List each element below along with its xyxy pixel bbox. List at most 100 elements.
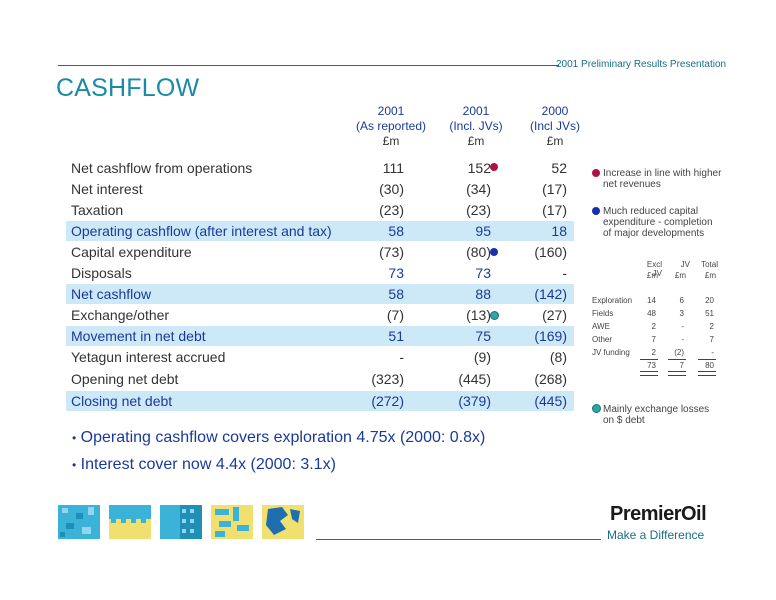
- mini-total: 7: [679, 361, 684, 370]
- decorative-tile-maze: [211, 505, 253, 539]
- value-2001-incl-jvs: (9): [473, 349, 491, 365]
- mini-unit: £m: [646, 271, 658, 280]
- value-2001-reported: (323): [371, 371, 404, 387]
- row-label: Taxation: [71, 202, 124, 218]
- bullet-marker: •: [72, 458, 77, 472]
- value-2001-incl-jvs: (23): [466, 202, 491, 218]
- value-2001-incl-jvs: 95: [475, 223, 491, 239]
- value-2000: (268): [534, 371, 567, 387]
- bullet-interest-cover: • Interest cover now 4.4x (2000: 3.1x): [72, 456, 336, 474]
- value-2001-incl-jvs: 73: [475, 265, 491, 281]
- table-row-highlighted: Movement in net debt 51 75 (169): [66, 326, 574, 346]
- value-2001-incl-jvs: (445): [458, 371, 491, 387]
- value-2000: 18: [551, 223, 567, 239]
- table-row: Taxation (23) (23) (17): [66, 200, 574, 220]
- table-row: Yetagun interest accrued - (9) (8): [66, 347, 574, 367]
- header-rule: [58, 65, 551, 66]
- mini-value: 14: [647, 296, 656, 305]
- row-label: Net cashflow: [71, 286, 152, 302]
- row-label: Net cashflow from operations: [71, 160, 253, 176]
- column-year: 2000: [541, 104, 569, 118]
- decorative-tile-map: [262, 505, 304, 539]
- decorative-tile-grid: [160, 505, 202, 539]
- mini-row-label: Other: [592, 335, 613, 344]
- column-basis: (Incl. JVs): [449, 119, 503, 133]
- decorative-tile-bars: [109, 505, 151, 539]
- mini-rule: [640, 359, 658, 360]
- red-marker-dot: [490, 163, 498, 171]
- mini-row-label: Exploration: [592, 296, 633, 305]
- value-2001-incl-jvs: (34): [466, 181, 491, 197]
- decorative-tile-pattern: [58, 505, 100, 539]
- mini-header: Excl JV: [646, 260, 662, 278]
- mini-value: 2: [651, 322, 656, 331]
- column-header-2000-incl-jvs: 2000 (Incl JVs) £m: [520, 104, 590, 149]
- row-label: Opening net debt: [71, 371, 179, 387]
- mini-value: 2: [651, 348, 656, 357]
- mini-value: (2): [674, 348, 684, 357]
- note-capex: Much reduced capital expenditure - compl…: [603, 206, 713, 239]
- row-label: Yetagun interest accrued: [71, 349, 226, 365]
- value-2000: (8): [549, 349, 567, 365]
- mini-unit: £m: [704, 271, 716, 280]
- table-row: Net interest (30) (34) (17): [66, 179, 574, 199]
- row-label: Operating cashflow (after interest and t…: [71, 223, 332, 239]
- value-2001-reported: (30): [379, 181, 404, 197]
- mini-value: 7: [651, 335, 656, 344]
- column-unit: £m: [382, 134, 400, 148]
- note-exchange: Mainly exchange losses on $ debt: [603, 404, 710, 426]
- note-revenues: Increase in line with higher net revenue…: [603, 168, 722, 190]
- value-2000: (142): [534, 286, 567, 302]
- table-row-highlighted: Operating cashflow (after interest and t…: [66, 221, 574, 241]
- column-unit: £m: [467, 134, 485, 148]
- column-basis: (As reported): [355, 119, 427, 133]
- bullet-marker: •: [72, 431, 77, 445]
- column-year: 2001: [377, 104, 405, 118]
- row-label: Capital expenditure: [71, 244, 192, 260]
- mini-value: 3: [679, 309, 684, 318]
- bullet-text: Operating cashflow covers exploration 4.…: [80, 429, 486, 446]
- value-2001-incl-jvs: 75: [475, 328, 491, 344]
- premier-oil-logo: PremierOil: [610, 503, 707, 525]
- value-2001-incl-jvs: (80): [466, 244, 491, 260]
- table-row: Opening net debt (323) (445) (268): [66, 369, 574, 389]
- value-2001-reported: 73: [388, 265, 404, 281]
- row-label: Disposals: [71, 265, 132, 281]
- value-2001-reported: 58: [388, 223, 404, 239]
- mini-value: -: [681, 335, 684, 344]
- row-label: Exchange/other: [71, 307, 170, 323]
- blue-marker-dot: [490, 248, 498, 256]
- mini-header: Total: [701, 260, 718, 269]
- row-label: Closing net debt: [71, 393, 173, 409]
- value-2000: (27): [542, 307, 567, 323]
- mini-value: -: [681, 322, 684, 331]
- mini-double-rule: [640, 371, 658, 376]
- value-2001-reported: (73): [379, 244, 404, 260]
- mini-value: -: [711, 348, 714, 357]
- mini-total: 80: [705, 361, 714, 370]
- value-2001-reported: (272): [371, 393, 404, 409]
- header-rule-tick: [551, 65, 559, 66]
- mini-row-label: JV funding: [592, 348, 630, 357]
- table-row-highlighted: Net cashflow 58 88 (142): [66, 284, 574, 304]
- value-2000: (169): [534, 328, 567, 344]
- mini-row-label: AWE: [592, 322, 610, 331]
- column-header-2001-reported: 2001 (As reported) £m: [345, 104, 437, 149]
- mini-value: 2: [709, 322, 714, 331]
- blue-note-dot: [592, 207, 600, 215]
- table-row: Disposals 73 73 -: [66, 263, 574, 283]
- page-title: CASHFLOW: [56, 74, 200, 102]
- value-2000: -: [562, 265, 567, 281]
- value-2000: (160): [534, 244, 567, 260]
- table-row-highlighted: Closing net debt (272) (379) (445): [66, 391, 574, 411]
- bullet-exploration-cover: • Operating cashflow covers exploration …: [72, 429, 485, 447]
- table-row: Exchange/other (7) (13) (27): [66, 305, 574, 325]
- value-2001-reported: (7): [386, 307, 404, 323]
- mini-value: 48: [647, 309, 656, 318]
- column-year: 2001: [462, 104, 490, 118]
- mini-row-label: Fields: [592, 309, 614, 318]
- table-row: Capital expenditure (73) (80) (160): [66, 242, 574, 262]
- row-label: Movement in net debt: [71, 328, 206, 344]
- value-2001-reported: 51: [388, 328, 404, 344]
- mini-header: JV: [680, 260, 690, 269]
